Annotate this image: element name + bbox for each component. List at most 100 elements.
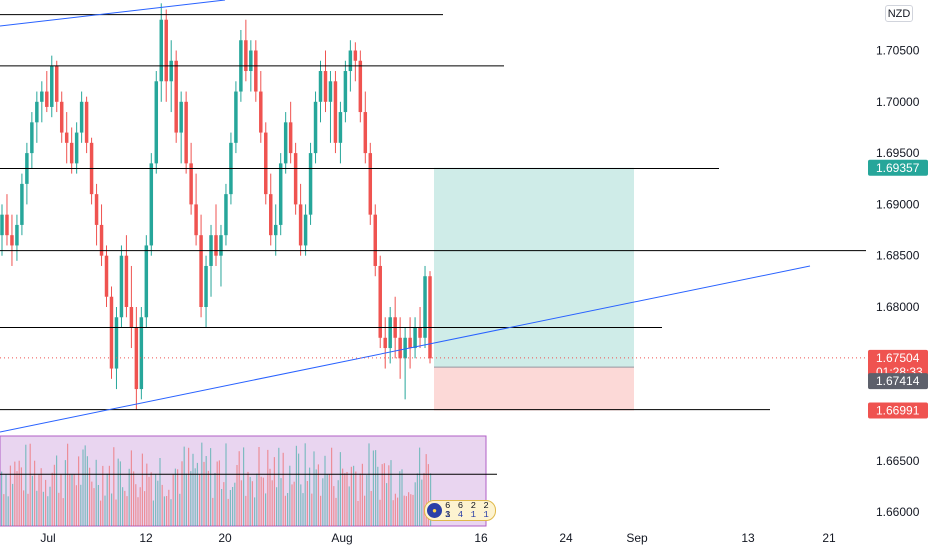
volume-bar <box>273 457 275 526</box>
volume-bar <box>328 474 330 526</box>
entry-price-tag-bg <box>868 373 928 390</box>
y-tick-label: 1.70500 <box>876 44 920 58</box>
volume-bar <box>381 464 383 526</box>
volume-bar <box>397 497 399 526</box>
volume-bar <box>289 465 291 526</box>
candle-body <box>418 327 422 338</box>
volume-bar <box>236 465 238 526</box>
volume-bar <box>126 496 128 526</box>
candle-body <box>59 101 64 133</box>
volume-bar <box>366 475 368 526</box>
volume-bar <box>304 443 306 526</box>
volume-bar <box>377 466 379 526</box>
volume-bar <box>82 449 84 526</box>
volume-bar <box>419 447 421 526</box>
volume-bar <box>18 460 20 526</box>
volume-bar <box>192 453 194 526</box>
candle-body <box>273 224 278 236</box>
target-price-tag: 1.69357 <box>876 161 920 175</box>
volume-bar <box>300 484 302 526</box>
volume-bar <box>16 471 18 526</box>
volume-bar <box>122 487 124 526</box>
volume-bar <box>58 492 60 526</box>
volume-bar <box>317 464 319 526</box>
volume-bar <box>280 478 282 526</box>
volume-bar <box>9 465 11 526</box>
candle-body <box>214 235 218 256</box>
candle-body <box>244 40 248 72</box>
volume-bar <box>425 454 427 526</box>
candle-body <box>5 214 9 236</box>
candle-body <box>278 163 283 225</box>
volume-bar <box>234 482 236 526</box>
volume-bar <box>203 461 205 526</box>
candle-body <box>169 60 173 82</box>
volume-bar <box>190 471 192 526</box>
candle-body <box>378 265 382 338</box>
globe-icon: ● <box>427 503 442 518</box>
candle-body <box>129 307 134 328</box>
stop-price-tag-bg <box>868 402 928 419</box>
candle-body <box>408 337 412 349</box>
candle-body <box>194 204 198 236</box>
volume-bar <box>333 486 335 526</box>
volume-bar <box>227 498 229 526</box>
volume-bar <box>205 456 207 526</box>
volume-bar <box>229 490 231 526</box>
candle-body <box>403 337 407 359</box>
y-tick-label: 1.69500 <box>876 146 920 160</box>
volume-bar <box>339 452 341 526</box>
volume-bar <box>100 500 102 526</box>
x-tick-label: 12 <box>139 531 153 545</box>
volume-bar <box>124 490 126 526</box>
x-tick-label: 20 <box>218 531 232 545</box>
candle-body <box>159 19 163 82</box>
volume-bar <box>196 462 198 526</box>
volume-bar <box>298 453 300 526</box>
volume-bar <box>295 445 297 526</box>
volume-bar <box>155 473 157 526</box>
volume-bar <box>49 486 51 526</box>
volume-bar <box>47 496 49 526</box>
target-price-tag-bg <box>868 159 928 176</box>
volume-bar <box>34 460 36 526</box>
indicator-badge-row1: 6 6 2 2 3 <box>445 501 490 520</box>
x-tick-label: Sep <box>626 531 648 545</box>
volume-bar <box>73 474 75 526</box>
candle-body <box>249 50 253 72</box>
volume-bar <box>386 483 388 526</box>
volume-bar <box>179 493 181 526</box>
currency-badge[interactable]: NZD <box>885 5 913 22</box>
candle-body <box>40 91 44 102</box>
x-tick-label: Jul <box>40 531 55 545</box>
volume-bar <box>42 491 44 526</box>
indicator-badge-row2: 1 4 1 1 1 <box>445 510 490 521</box>
volume-bar <box>247 471 249 526</box>
volume-bar <box>315 469 317 526</box>
candle-body <box>199 235 203 307</box>
volume-bar <box>95 459 97 526</box>
volume-bar <box>320 495 322 526</box>
volume-bar <box>291 484 293 526</box>
candle-body <box>64 132 69 143</box>
volume-bar <box>188 447 190 526</box>
indicator-badge[interactable]: ● 6 6 2 2 3 1 4 1 1 1 <box>424 500 496 521</box>
volume-bar <box>71 474 73 526</box>
candle-body <box>154 81 159 164</box>
volume-bar <box>137 497 139 526</box>
x-tick-label: 16 <box>474 531 488 545</box>
volume-bar <box>163 496 165 526</box>
x-tick-label: 24 <box>559 531 573 545</box>
candle-body <box>328 81 333 102</box>
volume-bar <box>183 446 185 526</box>
volume-bar <box>416 473 418 526</box>
volume-bar <box>111 493 113 526</box>
candle-body <box>323 71 328 102</box>
candle-body <box>144 245 149 318</box>
volume-bar <box>78 456 80 526</box>
volume-bar <box>1 471 3 526</box>
candle-body <box>313 101 318 154</box>
volume-bar <box>251 481 253 526</box>
volume-bar <box>368 443 370 526</box>
